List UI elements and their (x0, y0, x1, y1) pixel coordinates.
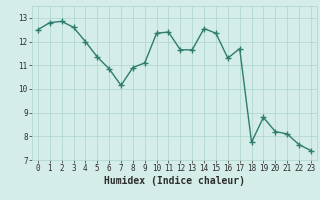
X-axis label: Humidex (Indice chaleur): Humidex (Indice chaleur) (104, 176, 245, 186)
